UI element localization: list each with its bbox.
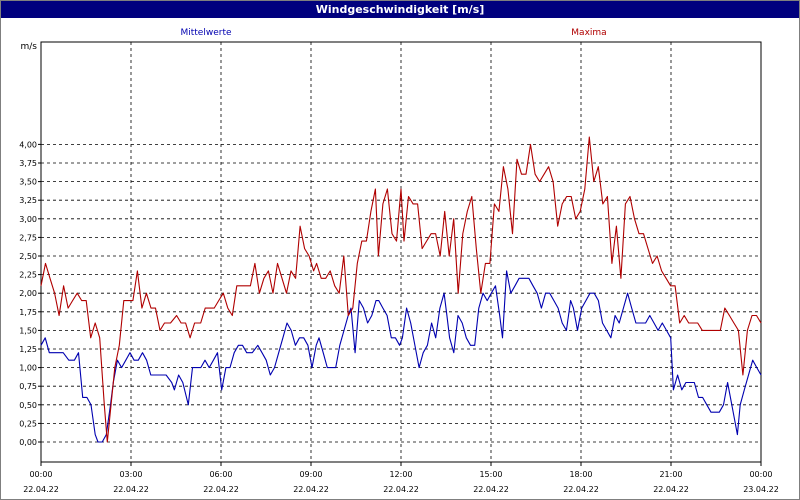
x-tick-date-label: 22.04.22: [203, 485, 239, 494]
y-tick-label: 2,00: [19, 289, 37, 298]
x-tick-time-label: 18:00: [569, 470, 592, 479]
y-tick-label: 0,50: [19, 401, 37, 410]
y-tick-label: 0,25: [19, 419, 37, 428]
wind-speed-chart: 0,00 0,25 0,50 0,75 1,00 1,25 1,50 1,75 2,00 2,25…: [19, 28, 779, 494]
x-tick-date-label: 22.04.22: [653, 485, 689, 494]
y-tick-label: 1,75: [19, 308, 37, 317]
y-tick-label: 1,25: [19, 345, 37, 354]
chart-title: Windgeschwindigkeit [m/s]: [1, 1, 799, 18]
x-tick-time-label: 15:00: [479, 470, 502, 479]
x-tick-date-label: 22.04.22: [293, 485, 329, 494]
x-tick-date-label: 22.04.22: [563, 485, 599, 494]
x-tick-time-label: 03:00: [119, 470, 142, 479]
x-tick-time-label: 00:00: [749, 470, 772, 479]
series-line-maxima: [40, 136, 762, 443]
y-tick-label: 3,50: [19, 178, 37, 187]
y-tick-label: 1,00: [19, 364, 37, 373]
y-tick-label: 3,25: [19, 196, 37, 205]
x-tick-date-label: 22.04.22: [23, 485, 59, 494]
y-tick-label: 2,50: [19, 252, 37, 261]
x-tick-time-label: 21:00: [659, 470, 682, 479]
y-tick-label: 1,50: [19, 326, 37, 335]
y-tick-label: 0,75: [19, 382, 37, 391]
x-tick-date-label: 22.04.22: [113, 485, 149, 494]
legend-maxima: Maxima: [571, 28, 606, 38]
y-tick-label: 4,00: [19, 140, 37, 149]
x-tick-time-label: 00:00: [29, 470, 52, 479]
x-tick-time-label: 06:00: [209, 470, 232, 479]
y-tick-label: 2,75: [19, 233, 37, 242]
legend-mittelwerte: Mittelwerte: [180, 28, 231, 38]
x-tick-date-label: 22.04.22: [383, 485, 419, 494]
series-line-mittelwerte: [40, 270, 762, 443]
x-tick-date-label: 23.04.22: [743, 485, 779, 494]
y-tick-label: 3,75: [19, 159, 37, 168]
x-tick-time-label: 12:00: [389, 470, 412, 479]
y-tick-label: 0,00: [19, 438, 37, 447]
y-axis-unit-label: m/s: [21, 42, 38, 52]
x-tick-time-label: 09:00: [299, 470, 322, 479]
x-tick-date-label: 22.04.22: [473, 485, 509, 494]
y-tick-label: 2,25: [19, 271, 37, 280]
y-tick-label: 3,00: [19, 215, 37, 224]
